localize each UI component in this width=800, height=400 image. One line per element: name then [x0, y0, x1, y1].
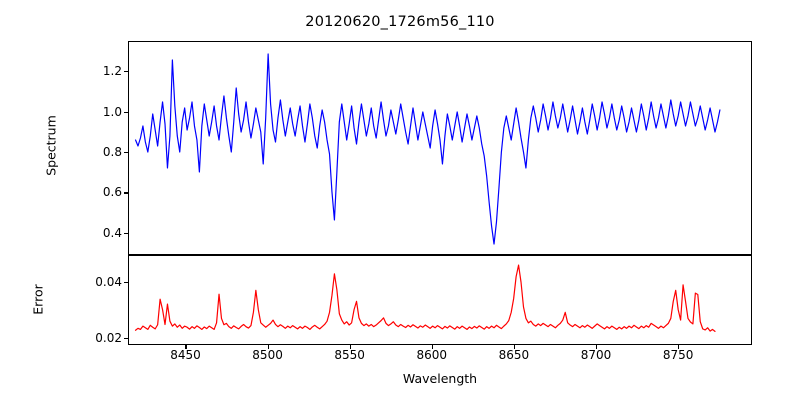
- ytick-label-text: 1.2: [102, 64, 122, 79]
- xtick-mark: [267, 345, 269, 349]
- ytick-mark: [124, 232, 128, 234]
- ytick-label-text: 0.02: [95, 330, 122, 345]
- ytick-label: 0.6: [68, 185, 122, 199]
- ytick-mark: [124, 111, 128, 113]
- ytick-label-text: 0.8: [102, 145, 122, 160]
- xtick-label: 8700: [580, 348, 612, 362]
- figure-title: 20120620_1726m56_110: [305, 14, 495, 30]
- ytick-label: 0.8: [68, 145, 122, 159]
- ytick-label-text: 0.6: [102, 185, 122, 200]
- ytick-mark: [124, 192, 128, 194]
- xtick-label: 8750: [662, 348, 694, 362]
- ytick-label: 0.02: [68, 331, 122, 345]
- ytick-label: 1.2: [68, 64, 122, 78]
- ytick-mark: [124, 281, 128, 283]
- xtick-label: 8600: [416, 348, 448, 362]
- ytick-mark: [124, 152, 128, 154]
- ytick-mark: [124, 71, 128, 73]
- xtick-label: 8500: [252, 348, 283, 362]
- error-axis-label: Error: [30, 284, 46, 315]
- xtick-mark: [185, 345, 187, 349]
- spectrum-series-svg: [129, 42, 751, 254]
- ytick-mark: [124, 337, 128, 340]
- ytick-label: 0.4: [68, 226, 122, 240]
- ytick-label-text: 0.4: [102, 225, 122, 240]
- xtick-label: 8550: [334, 348, 365, 362]
- xtick-mark: [596, 345, 598, 349]
- wavelength-axis-label: Wavelength: [402, 371, 478, 386]
- xtick-mark: [349, 345, 351, 349]
- spectrum-axis-label: Spectrum: [43, 115, 59, 176]
- ytick-label: 0.04: [68, 275, 122, 289]
- xtick-label: 8650: [498, 348, 530, 362]
- xtick-mark: [678, 345, 680, 349]
- spectrum-data-line: [136, 54, 720, 244]
- xtick-mark: [513, 345, 516, 349]
- ytick-label: 1.0: [68, 105, 122, 119]
- xtick-label: 8450: [170, 348, 201, 362]
- spectrum-plot-panel: [128, 41, 752, 255]
- error-series-svg: [129, 256, 751, 344]
- ytick-label-text: 1.0: [102, 104, 122, 119]
- ytick-label-text: 0.04: [95, 274, 122, 289]
- error-data-line: [136, 265, 715, 331]
- error-plot-panel: [128, 255, 752, 345]
- xtick-mark: [431, 345, 433, 349]
